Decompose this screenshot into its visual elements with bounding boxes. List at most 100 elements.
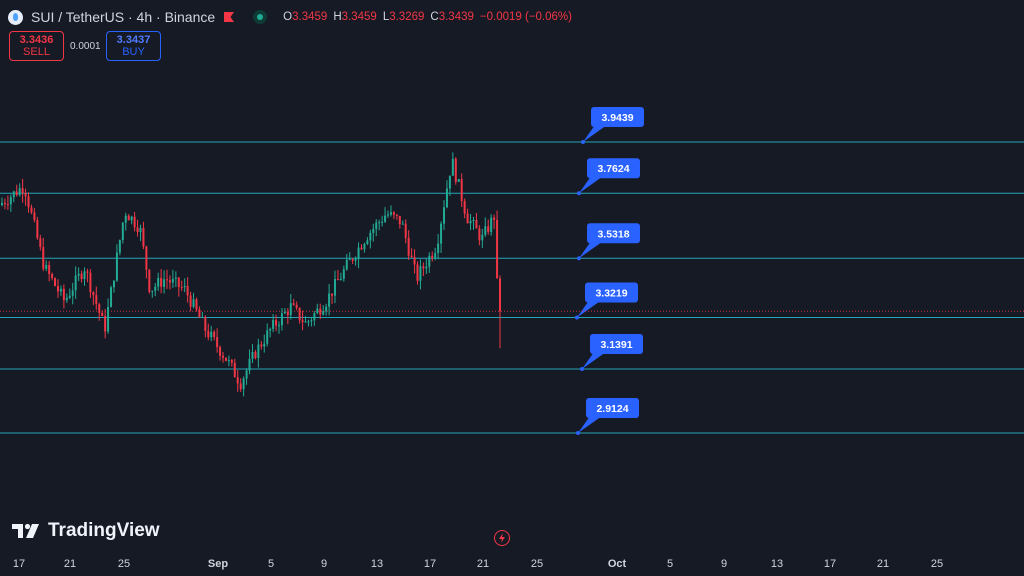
candle-up	[130, 216, 133, 221]
candle-down	[101, 312, 104, 316]
candle-up	[457, 179, 460, 182]
candle-down	[33, 212, 36, 221]
candle-down	[148, 269, 151, 292]
candle-down	[95, 295, 98, 305]
candle-down	[51, 273, 54, 279]
callout-anchor[interactable]	[577, 191, 581, 196]
tradingview-logo[interactable]: TradingView	[12, 520, 160, 542]
callout-anchor[interactable]	[575, 315, 579, 320]
candle-up	[77, 273, 80, 276]
candle-down	[219, 347, 222, 356]
candle-up	[445, 188, 448, 208]
candle-up	[110, 287, 113, 308]
candle-up	[375, 222, 378, 229]
candle-down	[166, 279, 169, 281]
candle-down	[463, 200, 466, 214]
buy-price: 3.3437	[116, 34, 151, 46]
candle-down	[331, 293, 334, 296]
candle-down	[145, 246, 148, 270]
x-tick-label: 9	[321, 558, 327, 570]
candle-down	[3, 202, 6, 205]
candle-down	[351, 259, 354, 261]
x-tick-label: 13	[371, 558, 383, 570]
sell-button[interactable]: 3.3436 SELL	[9, 31, 64, 61]
candle-down	[236, 377, 239, 384]
candle-up	[107, 307, 110, 332]
candle-down	[493, 217, 496, 220]
callout-pointer	[582, 352, 606, 370]
candle-up	[437, 243, 440, 253]
candle-down	[213, 331, 216, 338]
candle-down	[496, 219, 499, 279]
x-tick-label: Oct	[608, 558, 627, 570]
buy-button[interactable]: 3.3437 BUY	[106, 31, 161, 61]
candle-down	[207, 330, 210, 338]
price-level-label[interactable]	[587, 158, 640, 179]
candle-down	[98, 304, 101, 313]
candle-up	[322, 311, 325, 315]
lightning-icon[interactable]	[494, 530, 510, 546]
callout-anchor[interactable]	[580, 367, 584, 372]
candle-up	[269, 328, 272, 331]
callout-anchor[interactable]	[581, 140, 585, 144]
candle-up	[419, 266, 422, 281]
candle-down	[301, 320, 304, 323]
candle-down	[224, 357, 227, 361]
candle-up	[325, 306, 328, 312]
candle-up	[389, 212, 392, 215]
candle-down	[407, 237, 410, 256]
candle-up	[163, 279, 166, 287]
candle-up	[366, 240, 369, 245]
candle-down	[42, 247, 45, 269]
ohlc-low-value: 3.3269	[389, 11, 425, 23]
x-tick-label: 17	[824, 558, 836, 570]
callout-pointer	[579, 241, 603, 259]
ohlc-high-value: 3.3459	[341, 11, 377, 23]
candlesticks	[1, 152, 501, 397]
candle-up	[210, 331, 213, 338]
candle-down	[6, 204, 9, 206]
candle-down	[360, 247, 363, 250]
callout-anchor[interactable]	[577, 256, 581, 261]
x-tick-label: 21	[64, 558, 76, 570]
x-tick-label: 13	[771, 558, 783, 570]
price-level-label[interactable]	[587, 223, 640, 244]
candle-down	[239, 383, 242, 390]
candle-down	[30, 207, 33, 213]
price-level-label[interactable]	[590, 334, 643, 355]
x-tick-label: 25	[118, 558, 130, 570]
ohlc-open-key: O	[283, 11, 293, 23]
candle-up	[451, 158, 454, 176]
candle-down	[292, 303, 295, 305]
x-tick-label: 5	[667, 558, 673, 570]
candle-down	[499, 278, 501, 312]
candle-up	[157, 277, 160, 287]
candle-up	[310, 320, 313, 322]
price-level-text: 3.9439	[601, 112, 633, 124]
candle-up	[440, 223, 443, 244]
price-level-label[interactable]	[591, 107, 644, 127]
price-level-label[interactable]	[586, 398, 639, 418]
candle-up	[342, 269, 345, 279]
x-tick-label: 17	[424, 558, 436, 570]
candle-down	[260, 344, 263, 347]
tradingview-logo-text: TradingView	[48, 520, 160, 541]
callout-anchor[interactable]	[576, 431, 580, 435]
candle-down	[395, 214, 398, 216]
x-tick-label: 25	[931, 558, 943, 570]
flag-icon[interactable]	[223, 11, 235, 23]
candle-up	[378, 222, 381, 224]
candle-up	[363, 244, 366, 250]
candle-up	[472, 219, 475, 222]
candle-down	[216, 337, 219, 348]
symbol-title[interactable]: SUI / TetherUS · 4h · Binance	[31, 9, 216, 25]
sell-price: 3.3436	[19, 34, 54, 46]
x-axis: 17 21 25 Sep 5 9 13 17 21 25 Oct 5 9 13 17 21 25	[13, 558, 943, 570]
candle-up	[425, 266, 428, 269]
candle-up	[263, 343, 266, 347]
price-level-label[interactable]	[585, 282, 638, 303]
candle-down	[80, 273, 83, 280]
candle-up	[490, 217, 493, 232]
price-levels: 3.9439 3.7624 3.5318 3.3219 3.1391 2.9124	[0, 107, 1024, 435]
